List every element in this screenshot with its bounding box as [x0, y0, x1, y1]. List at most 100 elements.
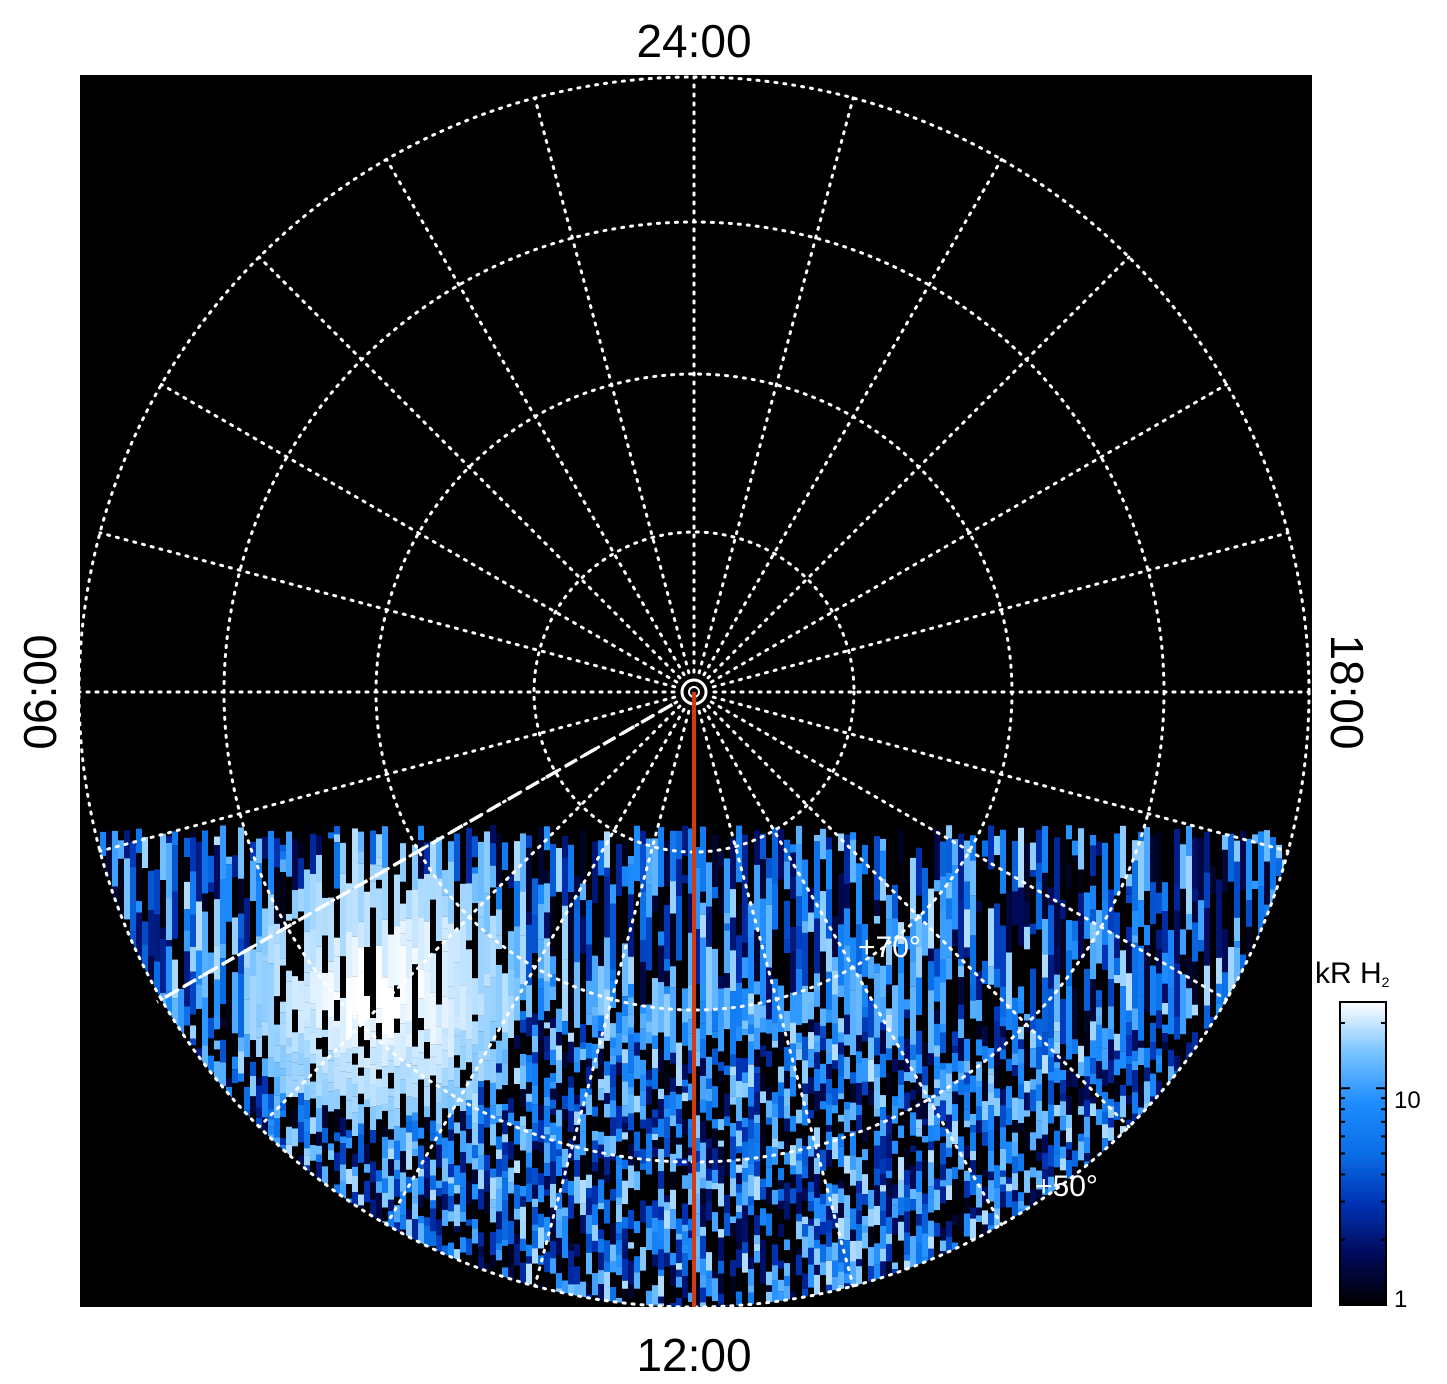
- emission-streak: [364, 1057, 370, 1069]
- emission-streak: [406, 837, 412, 891]
- emission-streak: [970, 835, 976, 861]
- emission-streak: [604, 1271, 610, 1288]
- emission-streak: [370, 907, 376, 958]
- emission-streak: [760, 1178, 766, 1188]
- emission-streak: [790, 1174, 796, 1189]
- emission-streak: [982, 1026, 988, 1047]
- emission-streak: [1246, 838, 1252, 901]
- emission-streak: [256, 863, 262, 881]
- emission-streak: [898, 1108, 904, 1126]
- emission-streak: [646, 1043, 652, 1057]
- emission-streak: [682, 883, 688, 941]
- emission-streak: [514, 1233, 520, 1244]
- emission-streak: [826, 1246, 832, 1261]
- emission-streak: [478, 931, 484, 994]
- emission-streak: [688, 1119, 694, 1129]
- emission-streak: [868, 894, 874, 957]
- emission-streak: [610, 1047, 616, 1056]
- emission-streak: [928, 990, 934, 1054]
- emission-streak: [754, 1123, 760, 1142]
- emission-streak: [424, 873, 430, 922]
- emission-streak: [1072, 987, 1078, 1040]
- emission-streak: [664, 1266, 670, 1291]
- emission-streak: [118, 840, 124, 859]
- emission-streak: [724, 1159, 730, 1177]
- emission-streak: [514, 1084, 520, 1103]
- emission-streak: [1054, 974, 1060, 1022]
- emission-streak: [538, 988, 544, 1021]
- emission-streak: [370, 1064, 376, 1084]
- emission-streak: [400, 933, 406, 946]
- emission-streak: [910, 1199, 916, 1211]
- emission-streak: [1054, 1153, 1060, 1168]
- emission-streak: [904, 1018, 910, 1039]
- emission-streak: [958, 1230, 964, 1254]
- emission-streak: [880, 1210, 886, 1226]
- emission-streak: [628, 1242, 634, 1249]
- emission-streak: [382, 1045, 388, 1067]
- emission-streak: [646, 1118, 652, 1134]
- emission-streak: [496, 1149, 502, 1160]
- emission-streak: [1210, 976, 1216, 1018]
- emission-streak: [994, 1097, 1000, 1117]
- emission-streak: [226, 837, 232, 857]
- emission-streak: [568, 1181, 574, 1196]
- emission-streak: [754, 981, 760, 995]
- emission-streak: [736, 1212, 742, 1219]
- emission-streak: [472, 1092, 478, 1111]
- emission-streak: [970, 1195, 976, 1208]
- emission-streak: [1144, 1081, 1150, 1104]
- emission-streak: [856, 1210, 862, 1225]
- emission-streak: [988, 1083, 994, 1093]
- emission-streak: [256, 1004, 262, 1027]
- emission-streak: [766, 877, 772, 905]
- emission-streak: [886, 944, 892, 966]
- emission-streak: [802, 1188, 808, 1202]
- emission-streak: [940, 1143, 946, 1165]
- emission-streak: [724, 1269, 730, 1292]
- emission-streak: [940, 841, 946, 877]
- emission-streak: [634, 1208, 640, 1222]
- emission-streak: [580, 1281, 586, 1301]
- emission-streak: [766, 1235, 772, 1257]
- emission-streak: [250, 1096, 256, 1114]
- emission-streak: [538, 903, 544, 940]
- emission-streak: [994, 855, 1000, 904]
- emission-streak: [580, 1246, 586, 1260]
- emission-streak: [1066, 1046, 1072, 1060]
- emission-streak: [352, 1112, 358, 1137]
- emission-streak: [862, 1032, 868, 1042]
- emission-streak: [184, 857, 190, 882]
- emission-streak: [922, 1210, 928, 1234]
- emission-streak: [808, 1093, 814, 1111]
- emission-streak: [598, 1015, 604, 1032]
- emission-streak: [226, 999, 232, 1017]
- emission-streak: [538, 1060, 544, 1081]
- emission-streak: [928, 1065, 934, 1073]
- emission-streak: [160, 880, 166, 928]
- emission-streak: [850, 1169, 856, 1186]
- emission-streak: [790, 992, 796, 1023]
- emission-streak: [628, 1248, 634, 1261]
- emission-streak: [526, 1111, 532, 1130]
- emission-streak: [166, 842, 172, 899]
- emission-streak: [754, 1049, 760, 1057]
- emission-streak: [376, 1138, 382, 1154]
- emission-streak: [682, 1086, 688, 1093]
- emission-streak: [520, 1116, 526, 1127]
- emission-streak: [898, 1215, 904, 1222]
- emission-streak: [484, 1100, 490, 1108]
- emission-streak: [922, 992, 928, 1022]
- emission-streak: [292, 890, 298, 919]
- emission-streak: [700, 1120, 706, 1143]
- emission-streak: [496, 1211, 502, 1230]
- emission-streak: [1162, 1024, 1168, 1034]
- emission-streak: [1078, 1062, 1084, 1076]
- emission-streak: [790, 1145, 796, 1166]
- emission-streak: [1126, 926, 1132, 943]
- emission-streak: [784, 1219, 790, 1240]
- emission-streak: [1126, 874, 1132, 887]
- emission-streak: [682, 1165, 688, 1176]
- emission-streak: [1066, 1127, 1072, 1143]
- emission-streak: [688, 1292, 694, 1303]
